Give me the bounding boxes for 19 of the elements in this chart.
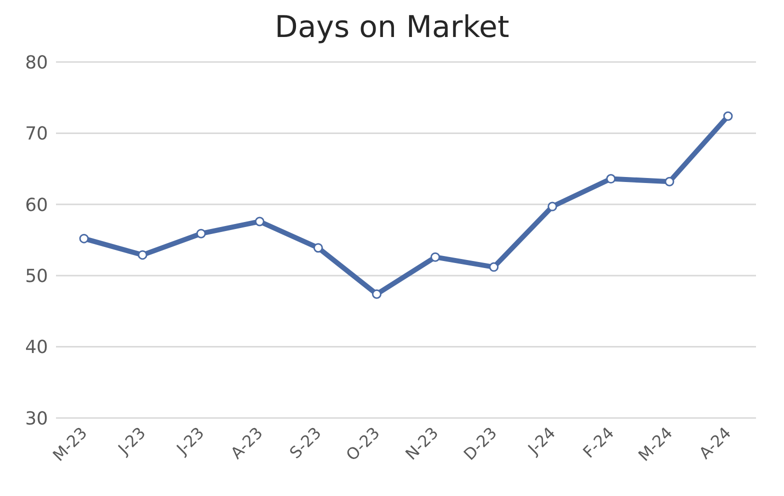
point <box>372 289 382 299</box>
y-tick-label: 30 <box>25 408 48 430</box>
point <box>430 252 440 262</box>
point <box>489 262 499 272</box>
y-tick-label: 60 <box>25 194 48 216</box>
point <box>664 176 674 186</box>
y-tick-label: 50 <box>25 266 48 287</box>
point <box>254 216 264 226</box>
chart-title: Days on Market <box>274 9 510 47</box>
y-tick-label: 80 <box>25 52 48 74</box>
point <box>196 228 206 238</box>
y-tick-label: 70 <box>25 124 48 145</box>
point <box>313 243 323 253</box>
y-tick-label: 40 <box>25 337 48 358</box>
point <box>79 234 89 244</box>
point <box>548 202 558 212</box>
point <box>138 250 148 260</box>
point <box>723 111 733 121</box>
point <box>606 174 616 184</box>
